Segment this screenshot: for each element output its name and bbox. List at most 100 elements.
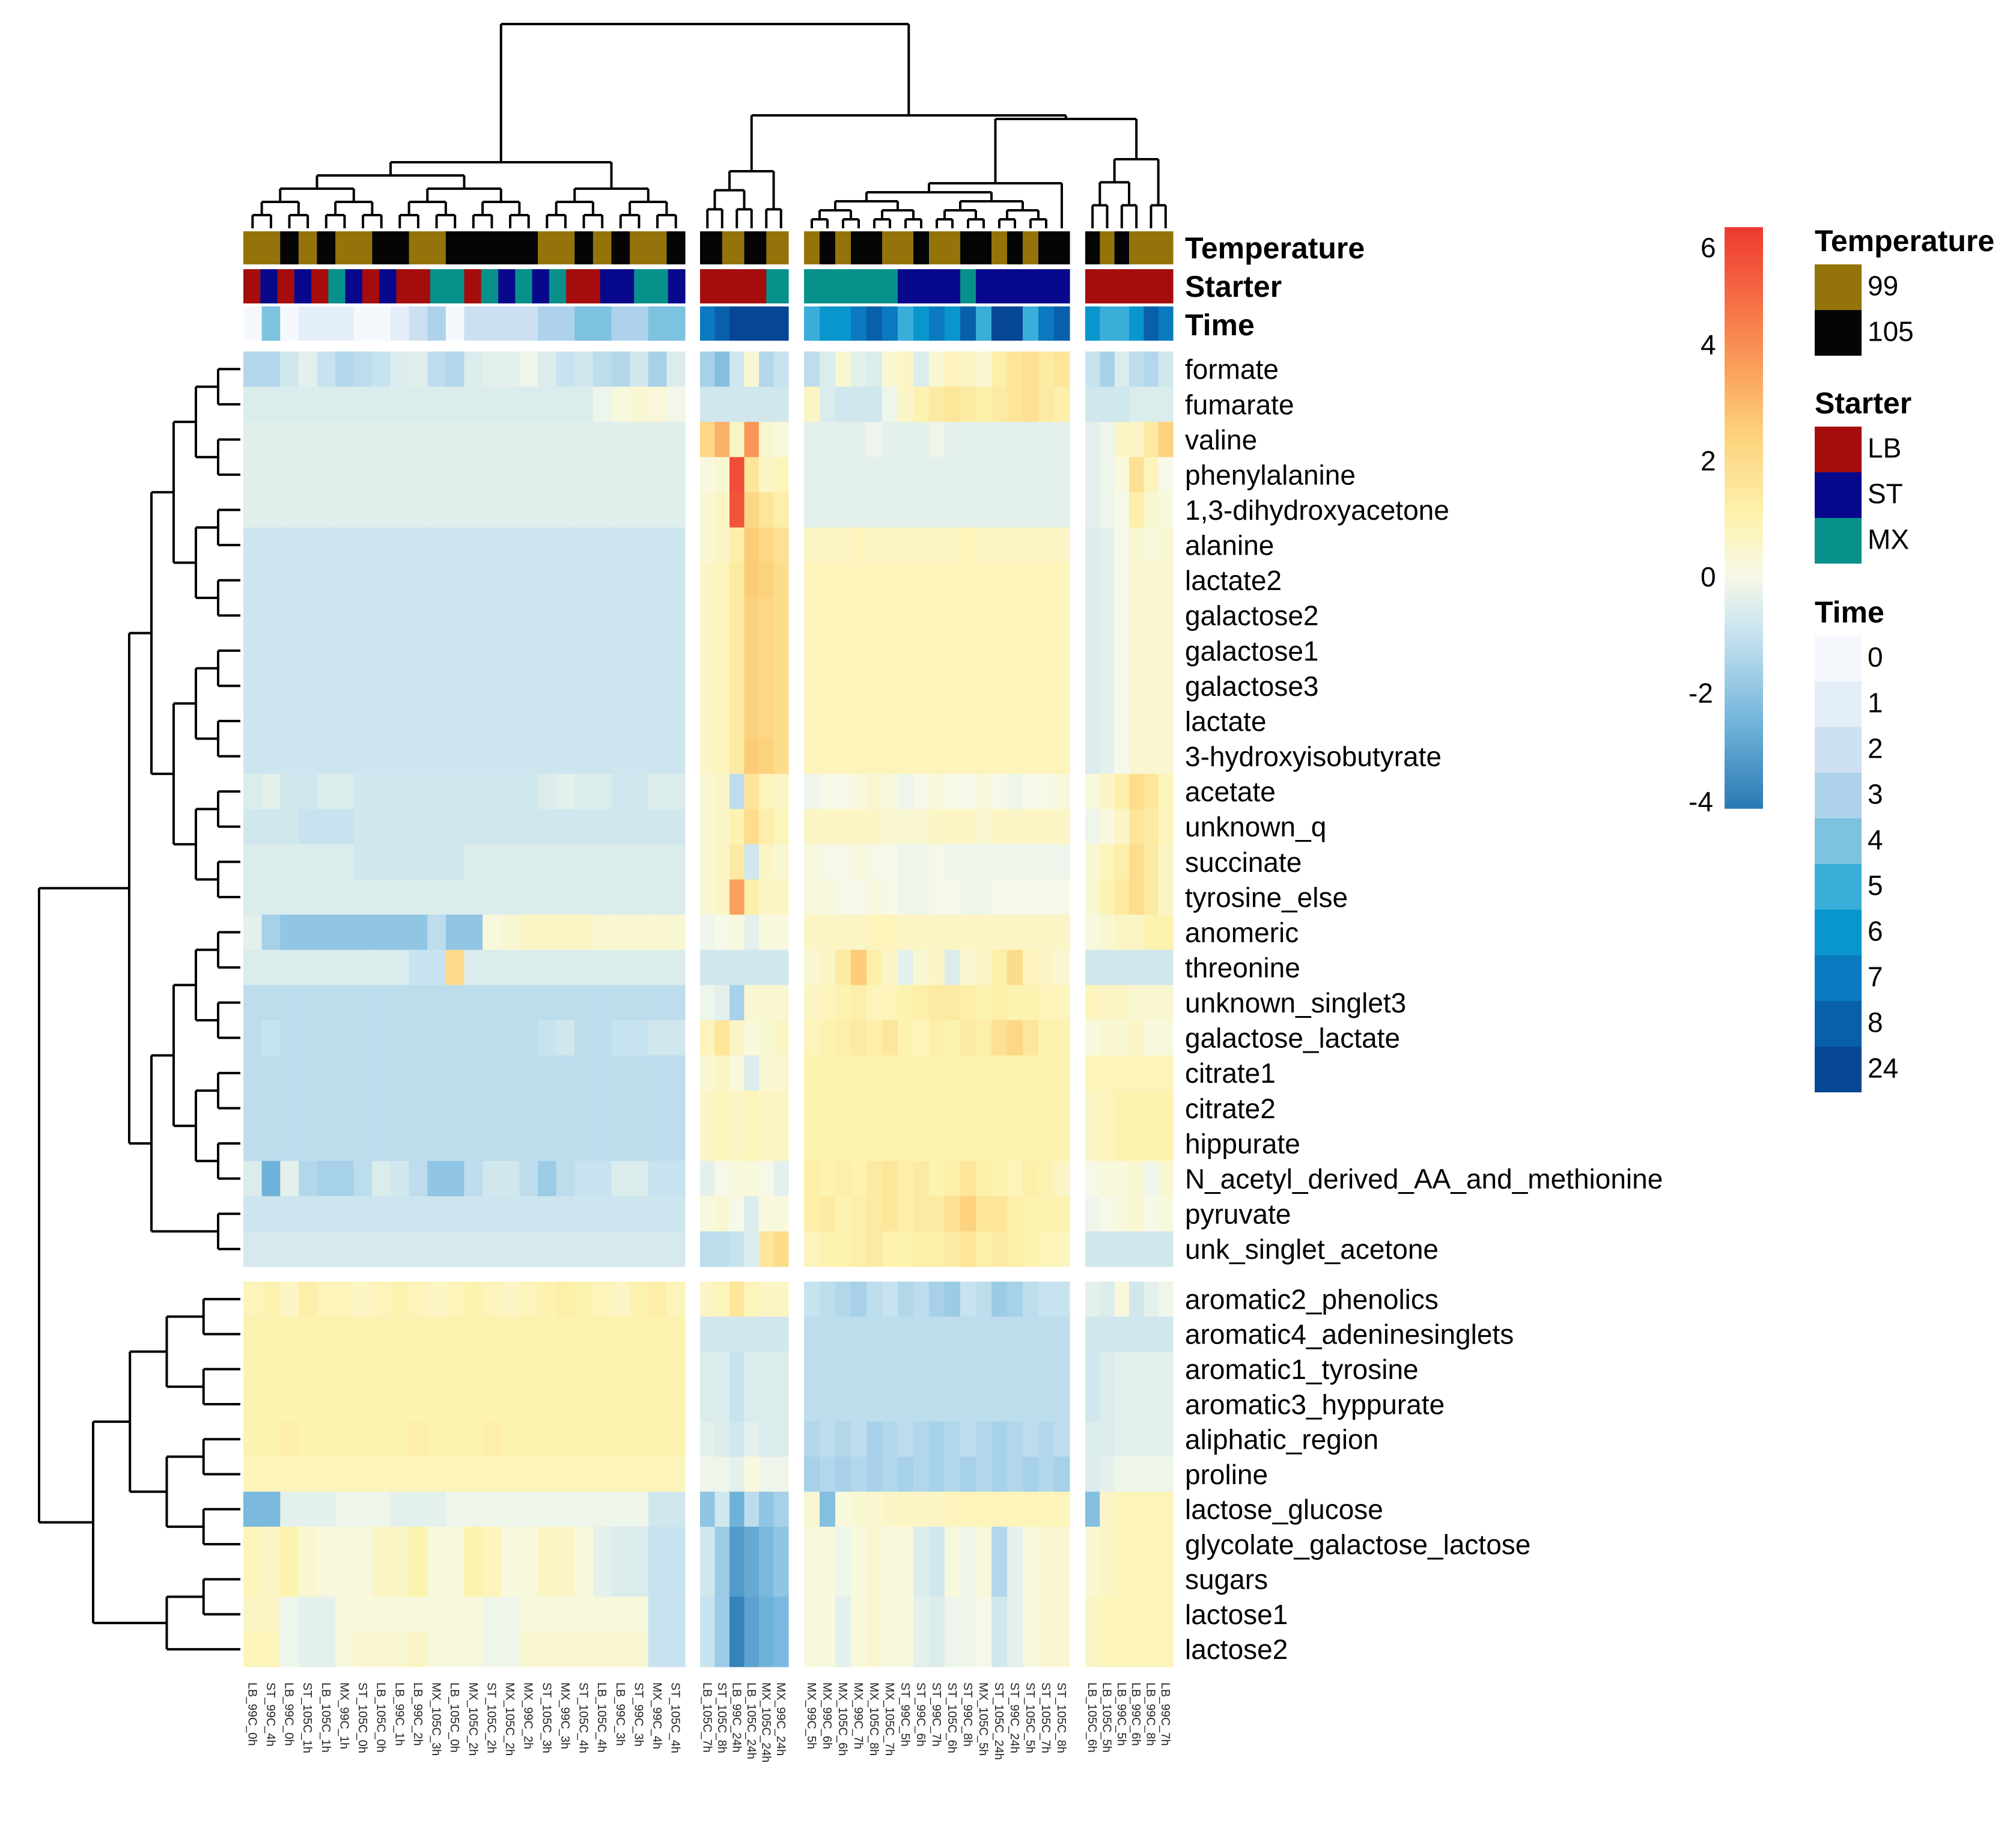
- heatmap-cell: [372, 1231, 391, 1267]
- heatmap-cell: [409, 1231, 428, 1267]
- heatmap-cell: [630, 879, 649, 915]
- heatmap-cell: [729, 1562, 745, 1598]
- heatmap-cell: [372, 1196, 391, 1232]
- heatmap-cell: [427, 1351, 446, 1387]
- heatmap-cell: [427, 1091, 446, 1127]
- heatmap-cell: [519, 1020, 538, 1056]
- heatmap-cell: [261, 492, 281, 528]
- heatmap-cell: [714, 386, 730, 422]
- heatmap-cell: [261, 527, 281, 564]
- heatmap-cell: [913, 879, 930, 915]
- heatmap-cell: [538, 809, 557, 845]
- heatmap-cell: [648, 1231, 667, 1267]
- heatmap-cell: [611, 351, 630, 388]
- heatmap-cell: [820, 914, 836, 951]
- heatmap-cell: [773, 457, 789, 493]
- annotation-temperature-cell: [722, 231, 745, 264]
- heatmap-cell: [759, 492, 775, 528]
- heatmap-cell: [729, 1161, 745, 1197]
- heatmap-cell: [960, 598, 976, 634]
- colorbar-segment: [1725, 406, 1763, 412]
- heatmap-cell: [666, 1351, 686, 1387]
- heatmap-cell: [519, 703, 538, 739]
- heatmap-cell: [759, 1631, 775, 1667]
- colorbar-segment: [1725, 484, 1763, 490]
- heatmap-cell: [353, 809, 373, 845]
- colorbar-segment: [1725, 294, 1763, 300]
- heatmap-cell: [759, 1422, 775, 1457]
- heatmap-cell: [538, 457, 557, 493]
- heatmap-cell: [538, 1386, 557, 1422]
- heatmap-cell: [391, 527, 410, 564]
- heatmap-cell: [773, 1196, 789, 1232]
- heatmap-cell: [1100, 1125, 1115, 1161]
- heatmap-cell: [929, 809, 945, 845]
- heatmap-cell: [372, 879, 391, 915]
- heatmap-cell: [1007, 879, 1023, 915]
- annotation-starter-cell: [430, 269, 448, 303]
- heatmap-cell: [666, 1491, 686, 1527]
- heatmap-cell: [243, 1526, 263, 1562]
- heatmap-cell: [744, 1631, 760, 1667]
- heatmap-cell: [729, 422, 745, 458]
- heatmap-cell: [835, 1091, 851, 1127]
- heatmap-cell: [317, 1386, 336, 1422]
- annotation-temperature-cell: [556, 231, 575, 264]
- annotation-starter-cell: [1114, 269, 1130, 303]
- heatmap-cell: [243, 1020, 263, 1056]
- heatmap-cell: [445, 1020, 465, 1056]
- heatmap-cell: [882, 1526, 898, 1562]
- heatmap-cell: [945, 1491, 961, 1527]
- heatmap-cell: [851, 1196, 867, 1232]
- column-label: MX_99C_24h: [774, 1682, 787, 1756]
- heatmap-cell: [759, 703, 775, 739]
- heatmap-cell: [372, 1386, 391, 1422]
- heatmap-cell: [391, 1386, 410, 1422]
- heatmap-cell: [409, 1161, 428, 1197]
- heatmap-cell: [866, 562, 883, 598]
- heatmap-cell: [353, 1282, 373, 1317]
- annotation-temperature-cell: [1158, 231, 1174, 264]
- heatmap-cell: [592, 985, 612, 1021]
- heatmap-cell: [280, 879, 299, 915]
- heatmap-cell: [298, 1562, 318, 1598]
- heatmap-cell: [261, 668, 281, 704]
- heatmap-cell: [519, 668, 538, 704]
- row-label: aromatic4_adeninesinglets: [1185, 1319, 1514, 1350]
- annotation-time-cell: [501, 306, 520, 341]
- heatmap-cell: [592, 1386, 612, 1422]
- heatmap-cell: [611, 422, 630, 458]
- heatmap-cell: [1158, 422, 1174, 458]
- heatmap-cell: [445, 985, 465, 1021]
- heatmap-cell: [1023, 1526, 1039, 1562]
- heatmap-cell: [960, 1596, 976, 1633]
- heatmap-cell: [1114, 1055, 1130, 1091]
- heatmap-cell: [913, 492, 930, 528]
- heatmap-cell: [700, 1562, 716, 1598]
- heatmap-cell: [317, 562, 336, 598]
- heatmap-cell: [261, 422, 281, 458]
- annotation-temperature-cell: [427, 231, 446, 264]
- heatmap-cell: [759, 809, 775, 845]
- heatmap-cell: [1100, 738, 1115, 775]
- heatmap-cell: [391, 703, 410, 739]
- heatmap-cell: [519, 1386, 538, 1422]
- heatmap-cell: [835, 422, 851, 458]
- heatmap-cell: [1129, 1282, 1144, 1317]
- heatmap-cell: [700, 1386, 716, 1422]
- heatmap-cell: [445, 422, 465, 458]
- heatmap-cell: [913, 1562, 930, 1598]
- heatmap-cell: [1038, 668, 1055, 704]
- heatmap-cell: [1054, 1526, 1070, 1562]
- heatmap-cell: [729, 1316, 745, 1353]
- heatmap-cell: [409, 1456, 428, 1493]
- heatmap-cell: [744, 1422, 760, 1457]
- heatmap-cell: [427, 809, 446, 845]
- heatmap-cell: [1144, 1196, 1159, 1232]
- annotation-temperature-cell: [611, 231, 630, 264]
- heatmap-cell: [991, 949, 1008, 985]
- heatmap-cell: [1100, 598, 1115, 634]
- heatmap-cell: [391, 386, 410, 422]
- heatmap-cell: [804, 351, 820, 388]
- heatmap-cell: [445, 1422, 465, 1457]
